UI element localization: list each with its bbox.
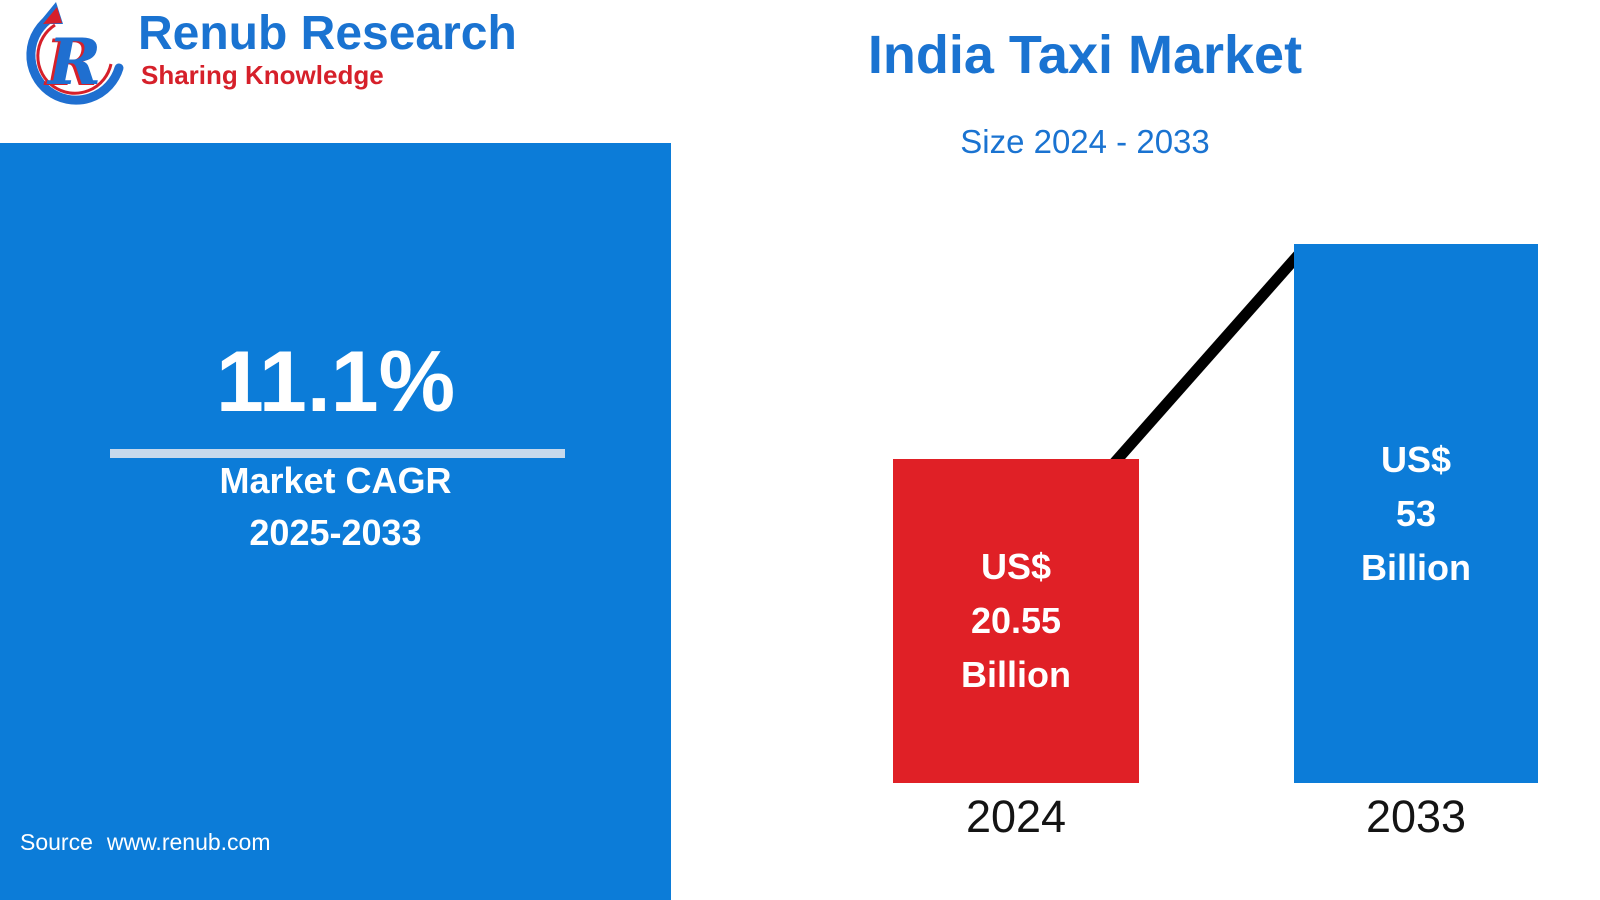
bar-2024-value-line-2: 20.55 bbox=[970, 600, 1062, 641]
axis-label-2033: 2033 bbox=[1365, 791, 1467, 842]
bar-2033-value-line-2: 53 bbox=[1395, 492, 1437, 534]
chart-title: India Taxi Market bbox=[867, 25, 1303, 85]
brand-name: Renub Research bbox=[138, 7, 517, 60]
source-line: Source www.renub.com bbox=[20, 829, 271, 856]
cagr-panel: 11.1% Market CAGR 2025-2033 Source www.re… bbox=[0, 143, 671, 900]
chart-heading: India Taxi Market Size 2024 - 2033 bbox=[785, 25, 1385, 161]
svg-text:R: R bbox=[46, 25, 101, 100]
bar-2033: US$ 53 Billion bbox=[1294, 244, 1538, 783]
bar-2024-value-line-3: Billion bbox=[961, 654, 1071, 695]
bar-2024: US$ 20.55 Billion bbox=[893, 459, 1139, 783]
brand-tagline: Sharing Knowledge bbox=[141, 60, 384, 90]
source-url: www.renub.com bbox=[106, 829, 271, 855]
chart-subtitle: Size 2024 - 2033 bbox=[960, 123, 1210, 161]
source-label: Source bbox=[20, 829, 93, 855]
bar-2033-value-line-3: Billion bbox=[1361, 546, 1471, 588]
renub-logo-icon: R R bbox=[26, 2, 124, 105]
cagr-label: Market CAGR bbox=[219, 460, 452, 501]
bar-2033-value-line-1: US$ bbox=[1380, 438, 1452, 480]
cagr-divider-rule bbox=[110, 449, 565, 458]
bar-2024-value-line-1: US$ bbox=[980, 546, 1052, 587]
cagr-period: 2025-2033 bbox=[249, 512, 422, 553]
cagr-value: 11.1% bbox=[215, 334, 456, 430]
brand-header: R R Renub Research Sharing Knowledge bbox=[0, 0, 700, 130]
axis-label-2024: 2024 bbox=[965, 791, 1067, 842]
brand-text-block: Renub Research Sharing Knowledge bbox=[138, 7, 517, 90]
svg-text:R: R bbox=[43, 26, 98, 101]
